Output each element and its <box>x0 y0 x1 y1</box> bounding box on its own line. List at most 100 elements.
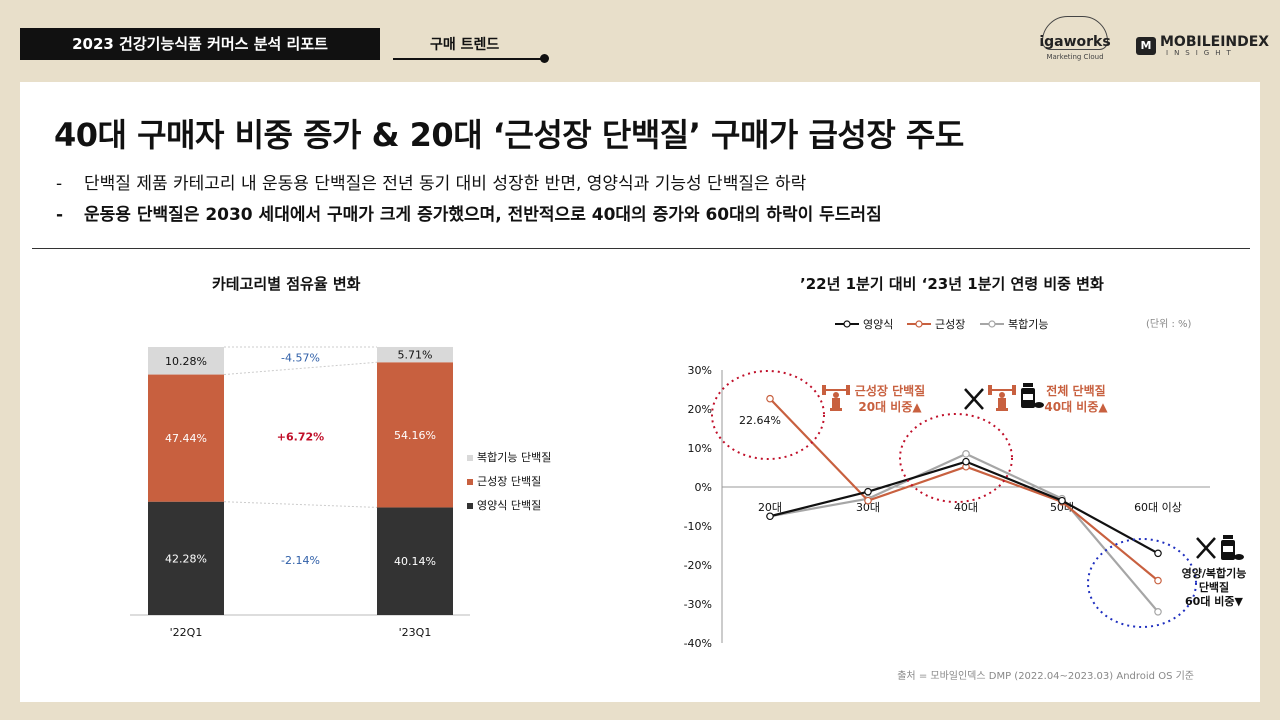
data-point-label: 22.64% <box>739 414 781 427</box>
series-point <box>962 450 970 458</box>
series-point <box>766 512 774 521</box>
bar-segment-label: 42.28% <box>165 552 207 565</box>
igaworks-logo-sub: Marketing Cloud <box>1046 53 1104 61</box>
bar-segment-label: 10.28% <box>165 355 207 368</box>
bar-change-label: -4.57% <box>281 352 320 365</box>
cutlery-icon <box>1196 537 1216 559</box>
bar-connector-line <box>223 501 378 508</box>
annotation-text: 근성장 단백질 <box>855 383 925 398</box>
bottle-label <box>1023 394 1033 400</box>
x-category-label: 30대 <box>856 501 880 514</box>
bar-category-label: '23Q1 <box>399 626 432 639</box>
person-legs <box>830 408 842 411</box>
bar-segment-label: 54.16% <box>394 429 436 442</box>
y-tick-label: 10% <box>688 442 712 455</box>
bullet-dash: - <box>56 174 63 194</box>
legend-label: 복합기능 단백질 <box>477 451 551 464</box>
mobileindex-logo-brand: MOBILEINDEX <box>1160 34 1270 50</box>
annotation-text: 전체 단백질 <box>1046 383 1105 398</box>
bullet-dash: - <box>56 205 64 225</box>
person-head <box>833 392 839 398</box>
mobileindex-logo-sub: INSIGHT <box>1166 49 1237 57</box>
cutlery-icon <box>964 388 984 410</box>
supplement-bottle-icon <box>1221 535 1244 560</box>
x-category-label: 40대 <box>954 501 978 514</box>
content-panel <box>20 82 1260 702</box>
legend-marker <box>988 320 996 328</box>
legend-label: 근성장 <box>935 318 965 331</box>
legend-marker <box>843 320 851 328</box>
x-category-label: 60대 이상 <box>1134 501 1182 514</box>
annotation-text: 20대 비중▲ <box>858 399 922 414</box>
person-head <box>999 392 1005 398</box>
bar-segment <box>148 347 224 375</box>
series-point <box>864 487 872 496</box>
annotation-text: 40대 비중▲ <box>1044 399 1108 414</box>
y-tick-label: 0% <box>695 481 712 494</box>
bottle-label <box>1223 546 1233 552</box>
legend-label: 근성장 단백질 <box>477 475 541 488</box>
mobileindex-mark-icon: M <box>1136 37 1156 55</box>
bottle-cap <box>1023 383 1033 387</box>
fork-stroke <box>1196 537 1216 559</box>
bullet-text: 단백질 제품 카테고리 내 운동용 단백질은 전년 동기 대비 성장한 반면, … <box>84 174 807 194</box>
series-point <box>1154 607 1162 616</box>
dumbbell-bar <box>992 389 1012 391</box>
series-line <box>769 397 1159 582</box>
bar-segment <box>377 362 453 508</box>
summary-bullet-1: - 단백질 제품 카테고리 내 운동용 단백질은 전년 동기 대비 성장한 반면,… <box>56 169 806 194</box>
line-chart-title: ’22년 1분기 대비 ‘23년 1분기 연령 비중 변화 <box>800 275 1104 293</box>
legend-swatch <box>467 479 473 485</box>
bottle-cap <box>1223 535 1233 539</box>
x-category-label: 20대 <box>758 501 782 514</box>
series-point <box>1058 496 1066 505</box>
y-tick-label: -40% <box>684 637 712 650</box>
bar-chart-title: 카테고리별 점유율 변화 <box>212 275 361 293</box>
y-tick-label: -10% <box>684 520 712 533</box>
pill <box>1234 554 1244 560</box>
person-body <box>832 398 840 408</box>
bar-segment <box>377 507 453 615</box>
y-tick-label: 20% <box>688 403 712 416</box>
bar-segment-label: 47.44% <box>165 432 207 445</box>
y-tick-label: -30% <box>684 598 712 611</box>
igaworks-logo: igaworks Marketing Cloud <box>1030 14 1120 64</box>
source-note: 출처 = 모바일인덱스 DMP (2022.04~2023.03) Androi… <box>897 671 1194 682</box>
dumbbell-plate <box>988 385 992 395</box>
annotation-text: 단백질 <box>1199 580 1229 594</box>
bar-change-label: +6.72% <box>277 430 324 443</box>
legend-label: 복합기능 <box>1008 318 1048 331</box>
legend-label: 영양식 단백질 <box>477 499 541 512</box>
section-tab-dot <box>540 54 549 63</box>
annotation-text: 60대 비중▼ <box>1185 594 1243 608</box>
series-point <box>864 496 872 505</box>
series-point <box>766 394 774 403</box>
bar-connector-line <box>223 361 378 376</box>
section-divider <box>32 248 1250 249</box>
highlight-circle-40s <box>899 413 1013 503</box>
bar-change-label: -2.14% <box>281 554 320 567</box>
highlight-circle-60s <box>1087 538 1197 628</box>
legend-label: 영양식 <box>863 318 893 331</box>
unit-note: (단위 : %) <box>1146 317 1192 330</box>
series-point <box>962 457 970 466</box>
person-legs <box>996 408 1008 411</box>
person-body <box>998 398 1006 408</box>
supplement-bottle-icon <box>1021 383 1044 408</box>
section-tab-label[interactable]: 구매 트렌드 <box>430 37 500 53</box>
bar-segment <box>148 501 224 615</box>
legend-swatch <box>467 455 473 461</box>
bar-segment <box>148 374 224 502</box>
fork-stroke <box>964 388 984 410</box>
dumbbell-icon <box>988 385 1016 411</box>
series-point <box>1154 576 1162 585</box>
legend-swatch <box>467 503 473 509</box>
annotation-text: 영양/복합기능 <box>1182 566 1247 580</box>
y-tick-label: 30% <box>688 364 712 377</box>
bar-segment-label: 5.71% <box>398 349 433 362</box>
bar-segment-label: 40.14% <box>394 555 436 568</box>
report-title-badge: 2023 건강기능식품 커머스 분석 리포트 <box>20 28 380 60</box>
bar-segment <box>377 346 453 363</box>
